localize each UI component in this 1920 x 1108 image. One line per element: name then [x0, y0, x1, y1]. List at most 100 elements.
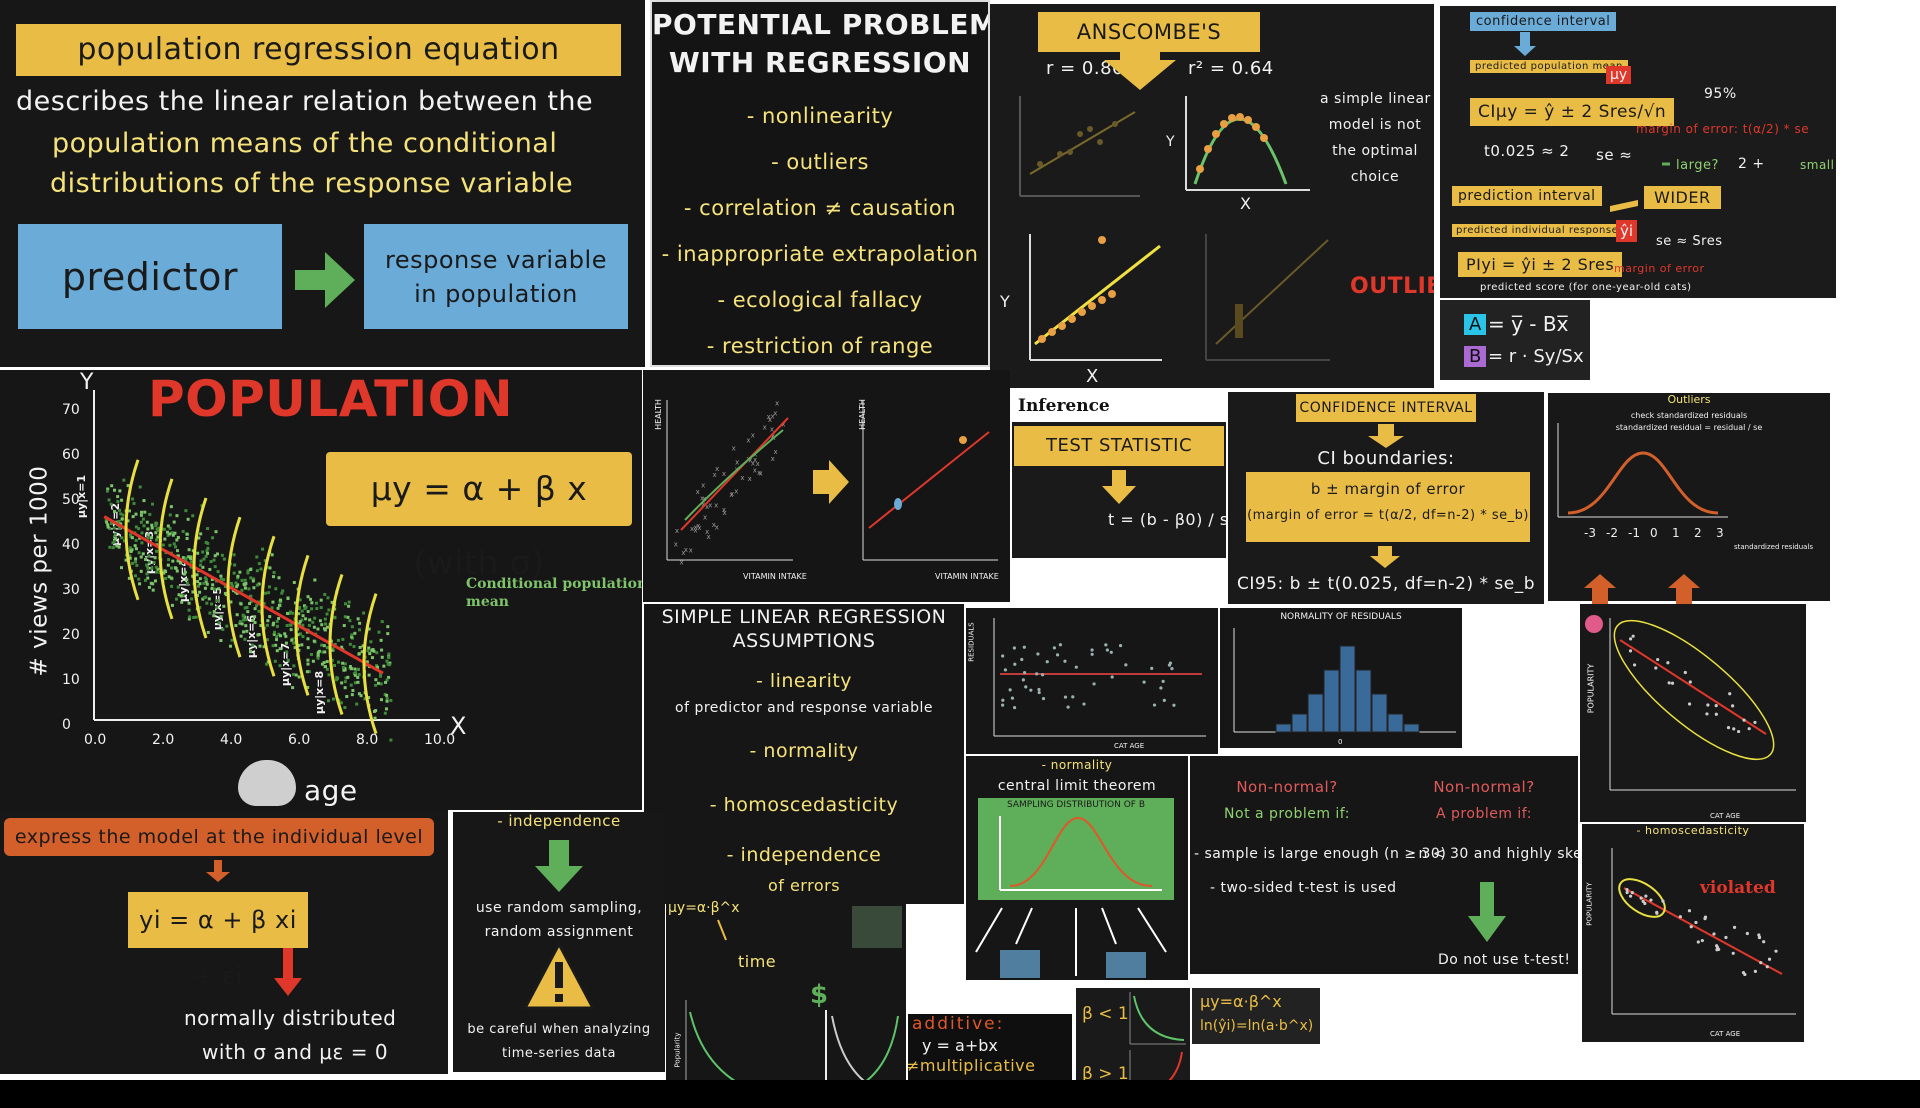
data-point: [307, 670, 311, 674]
data-point: [341, 661, 345, 665]
data-point: [168, 532, 172, 536]
log-model: ln(ŷi)=ln(a·b^x): [1200, 1018, 1314, 1034]
data-point: [315, 601, 319, 605]
problems-title-1: POTENTIAL PROBLEMS: [652, 8, 990, 41]
data-point: [133, 574, 137, 578]
data-point: [189, 560, 193, 564]
data-point: [266, 619, 270, 623]
data-point: [300, 609, 304, 613]
data-point: [349, 683, 353, 687]
anscombe-y-label-2: Y: [1000, 292, 1011, 311]
conditional-distribution: [260, 535, 276, 677]
data-point: [274, 643, 278, 647]
data-point: [347, 600, 351, 604]
data-point: x: [730, 490, 734, 498]
data-point: [206, 541, 210, 545]
data-point: x: [773, 409, 777, 417]
data-point: [124, 558, 128, 562]
data-point: x: [701, 482, 705, 490]
data-point: [275, 649, 279, 653]
problem-item: - ecological fallacy: [717, 288, 923, 312]
data-point: x: [694, 526, 698, 534]
data-point: [271, 644, 275, 648]
data-point: [297, 622, 301, 626]
data-point: [196, 593, 200, 597]
data-point: [380, 648, 384, 652]
data-point: [344, 602, 348, 606]
data-point: [365, 660, 369, 664]
data-point: [292, 641, 296, 645]
assumptions-title-2: ASSUMPTIONS: [732, 630, 876, 652]
data-point: [320, 662, 324, 666]
outliers-title: Outliers: [1667, 393, 1711, 406]
data-point: [175, 597, 179, 601]
regression-line: [103, 515, 384, 675]
data-point: [258, 644, 262, 648]
data-point: [959, 436, 967, 444]
data-point: x: [675, 527, 679, 535]
data-point: [310, 601, 314, 605]
data-point: x: [712, 521, 716, 529]
data-point: [343, 706, 347, 710]
data-point: [288, 623, 292, 627]
data-point: [297, 612, 301, 616]
ci-formula: CIμy = ŷ ± 2 Sres/√n: [1470, 98, 1675, 126]
data-point: [248, 649, 252, 653]
data-point: [167, 575, 171, 579]
data-point: [253, 607, 257, 611]
data-point: [128, 554, 132, 558]
data-point: [230, 638, 234, 642]
data-point: [1753, 720, 1757, 725]
histogram-bar: [1275, 723, 1292, 733]
data-point: [341, 637, 345, 641]
data-point: [1020, 657, 1024, 662]
panel-population: POPULATION Y X # views per 1000 70 60 50 40…: [0, 370, 642, 810]
data-point: [310, 607, 314, 611]
data-point: [354, 671, 358, 675]
data-point: [243, 578, 247, 582]
b-formula: = r · Sy/Sx: [1488, 346, 1584, 367]
data-point: [1041, 696, 1046, 701]
data-point: [212, 610, 216, 614]
data-point: [108, 527, 112, 531]
exp-formula: μy=α·β^x: [668, 900, 740, 916]
data-point: x: [693, 524, 697, 532]
residuals-y-label: RESIDUALS: [967, 622, 976, 662]
decay-curves: [685, 906, 902, 1101]
data-point: [1742, 718, 1746, 722]
data-point: [246, 571, 250, 575]
conditional-distribution: [226, 516, 242, 658]
data-point: x: [679, 559, 683, 567]
data-point: [202, 557, 206, 561]
data-point: [325, 660, 329, 664]
ninety-five-percent: 95%: [1704, 86, 1737, 102]
data-point: [148, 512, 152, 516]
data-point: [112, 526, 116, 530]
bottom-bar: [0, 1080, 1920, 1108]
anscombe-plots: [1019, 50, 1330, 361]
data-point: [155, 527, 159, 531]
data-point: [277, 603, 281, 607]
data-point: [180, 600, 184, 604]
data-point: [1654, 666, 1658, 670]
data-point: [163, 537, 167, 541]
data-point: [1714, 712, 1718, 716]
data-point: [357, 673, 361, 677]
popularity-scatter: [1585, 615, 1796, 791]
condition-large-sample: - sample is large enough (n ≥ 30): [1194, 846, 1447, 862]
data-point: [232, 553, 236, 557]
tick-label: -2: [1606, 526, 1618, 540]
data-point: [175, 538, 179, 542]
data-point: [270, 553, 274, 557]
data-point: [374, 709, 378, 713]
anscombe-note-line: model is not: [1328, 117, 1422, 133]
ci-arrows-icon: [1368, 424, 1404, 568]
data-point: [385, 678, 389, 682]
data-point: [1712, 932, 1716, 936]
data-point: [108, 545, 112, 549]
data-point: [316, 656, 320, 660]
data-point: [257, 633, 261, 637]
data-point: [275, 638, 279, 642]
data-point: [1040, 673, 1045, 677]
data-point: [292, 580, 296, 584]
